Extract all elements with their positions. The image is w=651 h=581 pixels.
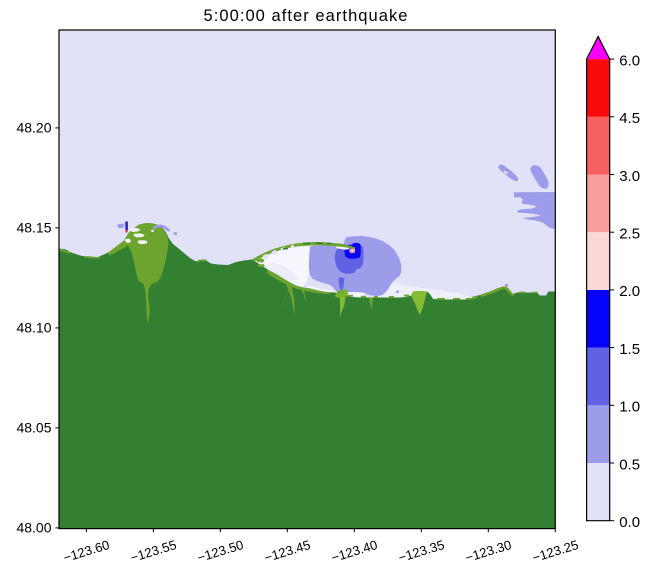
svg-text:2.0: 2.0: [619, 283, 640, 300]
svg-text:48.15: 48.15: [16, 220, 51, 236]
svg-text:0.0: 0.0: [619, 514, 640, 531]
svg-text:1.0: 1.0: [619, 399, 640, 416]
svg-text:4.5: 4.5: [619, 110, 640, 127]
svg-text:0.5: 0.5: [619, 456, 640, 473]
svg-text:3.0: 3.0: [619, 168, 640, 185]
svg-text:48.20: 48.20: [16, 120, 51, 136]
svg-text:6.0: 6.0: [619, 52, 640, 69]
svg-text:48.10: 48.10: [16, 320, 51, 336]
svg-text:48.00: 48.00: [16, 520, 51, 536]
svg-text:1.5: 1.5: [619, 341, 640, 358]
svg-text:48.05: 48.05: [16, 420, 51, 436]
svg-text:5:00:00 after earthquake: 5:00:00 after earthquake: [204, 7, 409, 25]
svg-text:2.5: 2.5: [619, 226, 640, 243]
